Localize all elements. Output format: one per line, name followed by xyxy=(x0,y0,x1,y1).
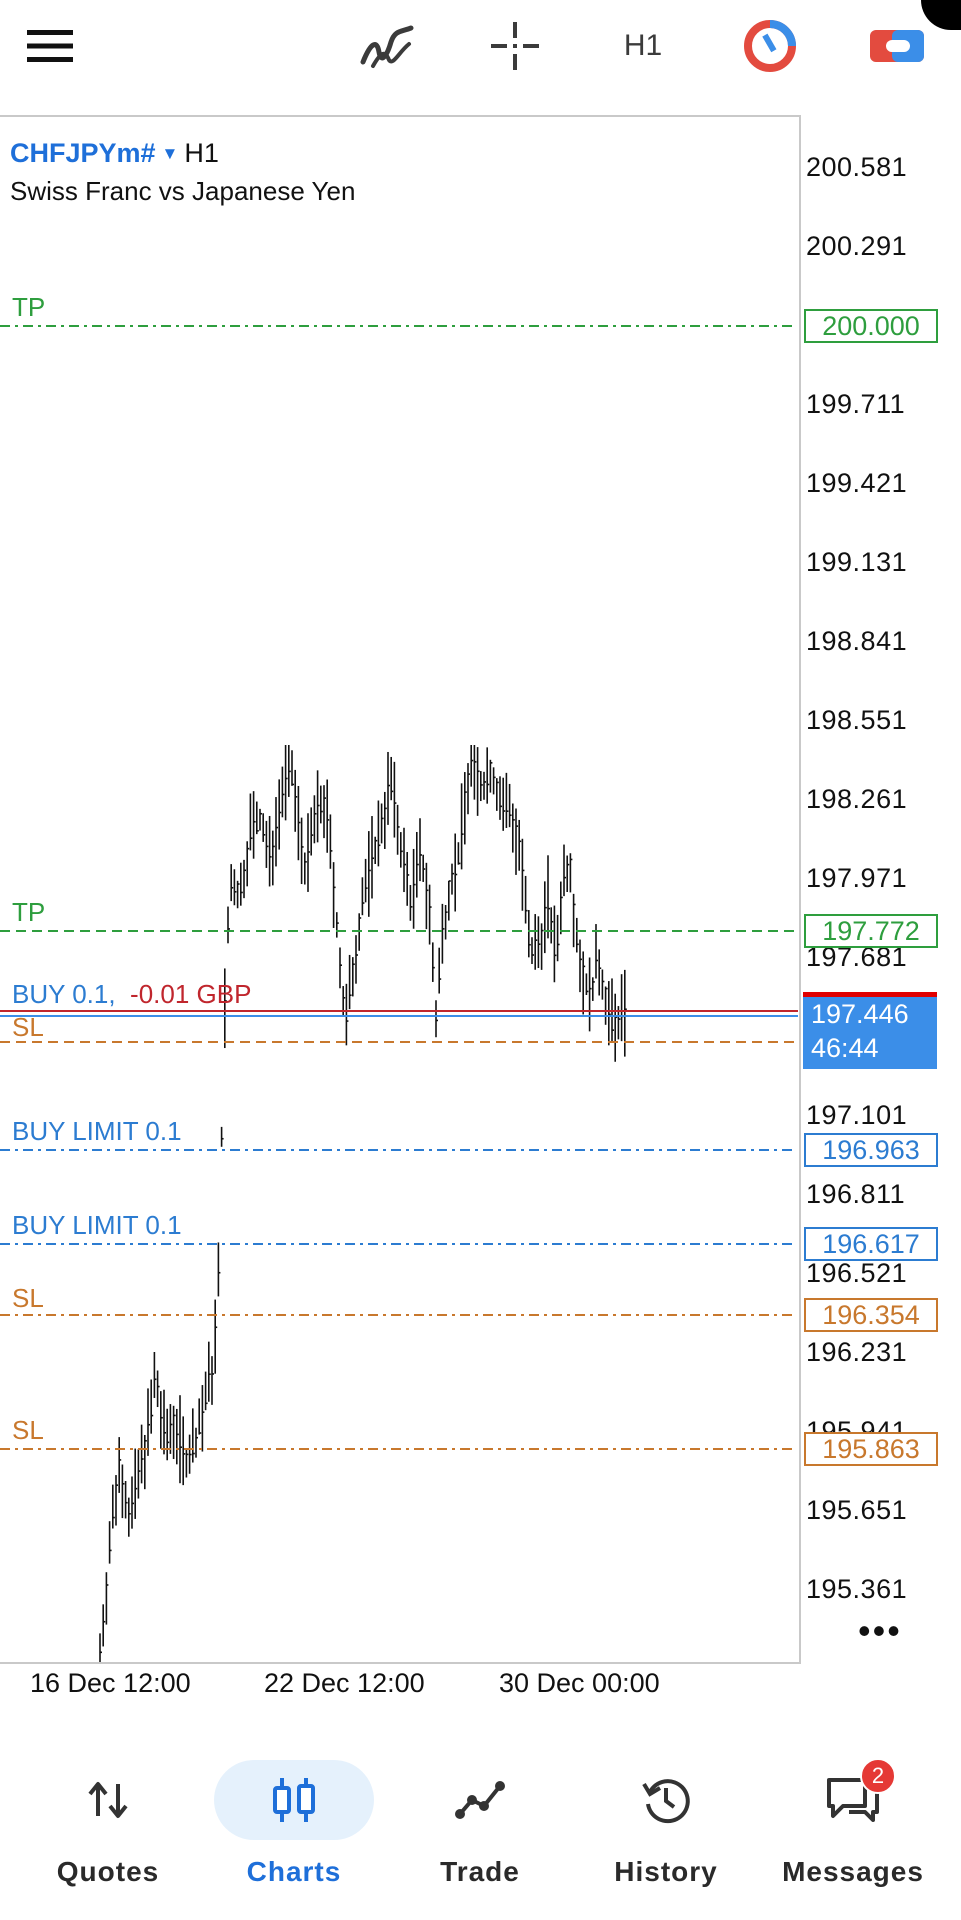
one-click-trading-icon xyxy=(744,20,796,72)
price-tick: 199.131 xyxy=(806,547,908,577)
nav-trade[interactable]: Trade xyxy=(395,1750,565,1900)
bid-price: 197.446 xyxy=(811,999,909,1029)
tp-price-box-2: 197.772 xyxy=(804,914,938,948)
nav-trade-label: Trade xyxy=(440,1856,520,1887)
price-tick: 200.291 xyxy=(806,231,908,261)
trade-line-icon xyxy=(455,1781,505,1819)
sl-label-3: SL xyxy=(12,1415,44,1445)
more-options-button[interactable]: ••• xyxy=(858,1610,902,1651)
history-clock-icon xyxy=(642,1779,690,1824)
symbol-header[interactable]: CHFJPYm# ▼ H1 xyxy=(10,138,219,169)
chart-canvas xyxy=(0,325,798,1662)
price-bars xyxy=(99,745,627,1662)
crosshair-button[interactable] xyxy=(480,18,550,74)
position-volume: BUY 0.1, xyxy=(12,979,116,1009)
buy-limit-label-2: BUY LIMIT 0.1 xyxy=(12,1210,182,1240)
price-tick: 199.711 xyxy=(806,389,906,419)
tp-label-2: TP xyxy=(12,897,46,927)
quotes-arrows-icon xyxy=(88,1782,128,1818)
nav-messages-label: Messages xyxy=(782,1856,924,1887)
account-toggle-icon xyxy=(870,30,924,62)
ask-price-marker xyxy=(803,992,937,1000)
nav-history-label: History xyxy=(614,1856,718,1887)
buy-limit-price-box-1: 196.963 xyxy=(804,1133,938,1167)
price-tick: 195.361 xyxy=(806,1574,908,1604)
tp-price-box-1: 200.000 xyxy=(804,309,938,343)
hamburger-menu-icon xyxy=(27,30,73,62)
candlestick-chart-icon xyxy=(273,1778,315,1822)
indicators-button[interactable] xyxy=(352,18,422,74)
symbol-dropdown-icon[interactable]: ▼ xyxy=(161,143,179,163)
buy-limit-label-1: BUY LIMIT 0.1 xyxy=(12,1116,182,1146)
bid-price-box: 197.446 46:44 xyxy=(803,997,937,1069)
bar-countdown-timer: 46:44 xyxy=(811,1033,879,1063)
one-click-trading-button[interactable] xyxy=(735,18,805,74)
buy-limit-price-box-2: 196.617 xyxy=(804,1227,938,1261)
price-tick: 198.551 xyxy=(806,705,908,735)
sl-price-box-3: 195.863 xyxy=(804,1432,938,1466)
price-tick: 197.971 xyxy=(806,863,908,893)
nav-quotes[interactable]: Quotes xyxy=(23,1750,193,1900)
crosshair-icon xyxy=(491,22,539,70)
price-tick: 195.651 xyxy=(806,1495,908,1525)
nav-quotes-label: Quotes xyxy=(56,1856,160,1887)
nav-history[interactable]: History xyxy=(581,1750,751,1900)
sl-label-2: SL xyxy=(12,1283,44,1313)
indicator-f-icon xyxy=(360,25,414,68)
nav-messages[interactable]: 2 Messages xyxy=(768,1750,938,1900)
tp-label-1: TP xyxy=(12,292,46,322)
top-toolbar: H1 xyxy=(0,0,961,110)
price-tick: 197.101 xyxy=(806,1100,908,1130)
time-tick: 22 Dec 12:00 xyxy=(264,1668,425,1698)
timeframe-button[interactable]: H1 xyxy=(623,29,663,62)
messages-unread-badge: 2 xyxy=(860,1758,896,1794)
price-tick: 198.261 xyxy=(806,784,908,814)
menu-button[interactable] xyxy=(18,18,82,74)
nav-charts[interactable]: Charts xyxy=(209,1750,379,1900)
position-profit: -0.01 GBP xyxy=(130,979,252,1009)
symbol-name[interactable]: CHFJPYm# xyxy=(10,138,156,168)
time-tick: 30 Dec 00:00 xyxy=(499,1668,660,1698)
account-toggle-button[interactable] xyxy=(862,18,932,74)
price-tick: 196.231 xyxy=(806,1337,908,1367)
chart-timeframe: H1 xyxy=(184,138,219,168)
price-tick: 198.841 xyxy=(806,626,908,656)
time-tick: 16 Dec 12:00 xyxy=(30,1668,191,1698)
price-tick: 196.521 xyxy=(806,1258,908,1288)
symbol-description: Swiss Franc vs Japanese Yen xyxy=(10,176,356,206)
sl-price-box-2: 196.354 xyxy=(804,1298,938,1332)
price-tick: 200.581 xyxy=(806,152,908,182)
bottom-navigation: Quotes Charts Trade xyxy=(0,1730,961,1920)
sl-label-1: SL xyxy=(12,1012,44,1042)
price-tick: 196.811 xyxy=(806,1179,906,1209)
chart-area[interactable] xyxy=(0,115,801,1664)
position-label: BUY 0.1, -0.01 GBP xyxy=(12,979,251,1010)
price-tick: 199.421 xyxy=(806,468,908,498)
nav-charts-label: Charts xyxy=(246,1856,342,1887)
